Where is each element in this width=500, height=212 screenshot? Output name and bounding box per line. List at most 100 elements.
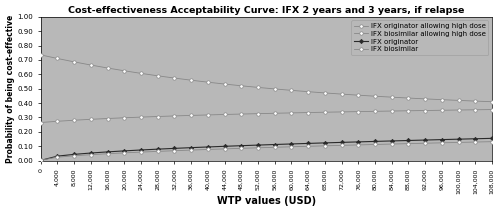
IFX originator: [255, 144, 261, 146]
IFX biosimilar allowing high dose: [355, 94, 361, 96]
IFX biosimilar allowing high dose: [388, 96, 394, 98]
IFX biosimilar: [439, 142, 445, 144]
IFX biosimilar allowing high dose: [472, 100, 478, 102]
IFX biosimilar allowing high dose: [305, 90, 311, 93]
IFX originator: [38, 159, 44, 162]
IFX originator allowing high dose: [406, 109, 411, 112]
X-axis label: WTP values (USD): WTP values (USD): [217, 197, 316, 206]
IFX biosimilar: [322, 145, 328, 147]
IFX originator: [104, 151, 110, 153]
IFX biosimilar: [288, 145, 294, 148]
IFX originator allowing high dose: [205, 114, 211, 116]
IFX originator: [138, 149, 144, 151]
IFX biosimilar: [355, 144, 361, 146]
IFX biosimilar allowing high dose: [71, 61, 77, 63]
IFX biosimilar: [305, 145, 311, 148]
IFX originator allowing high dose: [372, 110, 378, 113]
IFX originator allowing high dose: [71, 119, 77, 121]
IFX biosimilar: [489, 140, 495, 143]
IFX originator allowing high dose: [388, 110, 394, 112]
IFX originator allowing high dose: [238, 113, 244, 115]
IFX originator allowing high dose: [54, 120, 60, 123]
IFX originator: [422, 139, 428, 141]
IFX originator: [322, 142, 328, 144]
IFX originator: [272, 143, 278, 146]
IFX originator allowing high dose: [188, 114, 194, 117]
IFX biosimilar: [388, 143, 394, 145]
IFX biosimilar allowing high dose: [238, 85, 244, 87]
IFX originator allowing high dose: [88, 118, 94, 121]
IFX biosimilar: [138, 151, 144, 153]
IFX biosimilar allowing high dose: [88, 64, 94, 66]
IFX biosimilar: [472, 141, 478, 143]
IFX originator allowing high dose: [272, 112, 278, 114]
IFX originator allowing high dose: [222, 113, 228, 116]
IFX originator allowing high dose: [456, 109, 462, 111]
IFX biosimilar: [71, 155, 77, 157]
Line: IFX biosimilar: IFX biosimilar: [39, 140, 494, 162]
IFX biosimilar allowing high dose: [172, 77, 177, 79]
IFX biosimilar allowing high dose: [255, 86, 261, 89]
Line: IFX originator allowing high dose: IFX originator allowing high dose: [39, 108, 494, 124]
IFX biosimilar allowing high dose: [222, 83, 228, 85]
IFX biosimilar allowing high dose: [456, 99, 462, 102]
IFX originator: [355, 141, 361, 143]
IFX biosimilar allowing high dose: [322, 92, 328, 94]
Y-axis label: Probability of being cost-effective: Probability of being cost-effective: [6, 15, 15, 163]
IFX originator allowing high dose: [355, 110, 361, 113]
IFX originator: [338, 141, 344, 144]
IFX originator allowing high dose: [489, 108, 495, 111]
IFX biosimilar: [406, 142, 411, 145]
IFX originator allowing high dose: [338, 111, 344, 113]
IFX originator allowing high dose: [422, 109, 428, 112]
IFX biosimilar allowing high dose: [288, 89, 294, 92]
IFX originator allowing high dose: [172, 115, 177, 117]
IFX biosimilar allowing high dose: [188, 79, 194, 81]
IFX originator: [88, 152, 94, 154]
IFX biosimilar: [255, 146, 261, 149]
IFX biosimilar: [54, 156, 60, 158]
IFX biosimilar: [88, 153, 94, 156]
IFX originator: [172, 147, 177, 150]
IFX originator allowing high dose: [38, 121, 44, 124]
IFX biosimilar allowing high dose: [138, 72, 144, 75]
IFX biosimilar allowing high dose: [439, 98, 445, 101]
IFX biosimilar allowing high dose: [38, 54, 44, 56]
IFX originator allowing high dose: [472, 109, 478, 111]
IFX biosimilar allowing high dose: [406, 97, 411, 99]
Line: IFX originator: IFX originator: [39, 137, 494, 162]
IFX originator: [154, 148, 160, 151]
IFX biosimilar: [338, 144, 344, 147]
IFX biosimilar allowing high dose: [372, 95, 378, 98]
IFX originator allowing high dose: [305, 111, 311, 114]
IFX biosimilar: [104, 152, 110, 155]
IFX biosimilar: [372, 143, 378, 146]
IFX originator: [372, 140, 378, 143]
IFX originator allowing high dose: [255, 112, 261, 115]
IFX biosimilar: [456, 141, 462, 144]
IFX originator: [222, 145, 228, 148]
IFX biosimilar allowing high dose: [122, 70, 128, 72]
Line: IFX biosimilar allowing high dose: IFX biosimilar allowing high dose: [39, 53, 494, 103]
IFX biosimilar allowing high dose: [338, 93, 344, 95]
IFX biosimilar allowing high dose: [272, 88, 278, 90]
IFX biosimilar allowing high dose: [205, 81, 211, 84]
IFX originator: [288, 143, 294, 145]
IFX originator: [439, 138, 445, 141]
IFX originator allowing high dose: [322, 111, 328, 113]
IFX originator allowing high dose: [288, 112, 294, 114]
IFX originator: [489, 137, 495, 140]
Legend: IFX originator allowing high dose, IFX biosimilar allowing high dose, IFX origin: IFX originator allowing high dose, IFX b…: [352, 20, 488, 55]
IFX originator allowing high dose: [154, 115, 160, 118]
IFX biosimilar: [222, 148, 228, 150]
IFX originator: [188, 146, 194, 149]
IFX originator: [472, 138, 478, 140]
IFX biosimilar: [154, 150, 160, 153]
IFX originator: [122, 150, 128, 152]
IFX biosimilar allowing high dose: [422, 98, 428, 100]
IFX originator: [456, 138, 462, 140]
IFX originator: [305, 142, 311, 145]
IFX originator allowing high dose: [104, 117, 110, 120]
IFX biosimilar: [172, 149, 177, 152]
IFX originator: [205, 146, 211, 148]
